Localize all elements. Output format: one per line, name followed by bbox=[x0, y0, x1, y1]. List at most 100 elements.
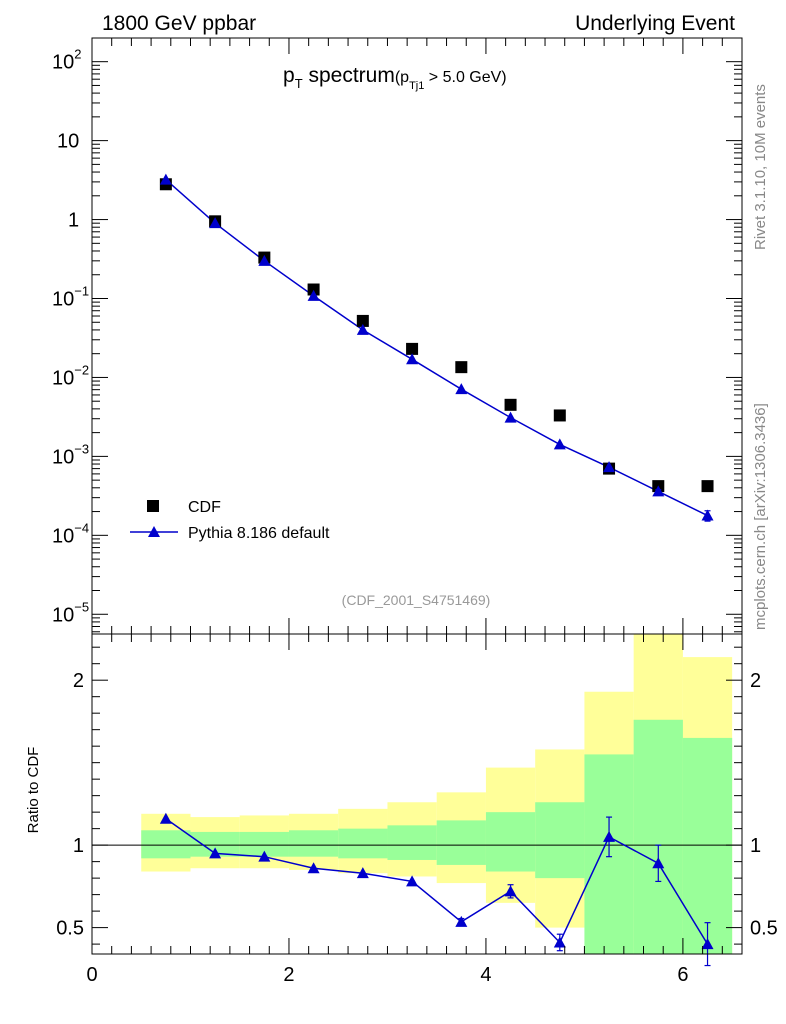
main-ytick-label: 10−2 bbox=[52, 362, 89, 389]
title-sub: T bbox=[295, 76, 303, 91]
band-inner-bin bbox=[633, 719, 683, 954]
mc-series-line bbox=[165, 179, 708, 517]
main-ytick-base: 10 bbox=[52, 604, 74, 626]
ratio-point bbox=[406, 875, 419, 887]
ratio-point bbox=[455, 915, 468, 927]
band-inner-bin bbox=[141, 830, 191, 859]
mc-point bbox=[307, 289, 320, 301]
legend-mc-label: Pythia 8.186 default bbox=[188, 525, 330, 542]
ratio-point bbox=[209, 847, 222, 859]
main-ytick-base: 10 bbox=[52, 446, 74, 468]
ratio-ytick-label-left: 1 bbox=[73, 835, 84, 857]
band-inner-bin bbox=[338, 828, 388, 859]
main-ytick-base: 1 bbox=[68, 210, 79, 232]
data-point bbox=[455, 361, 468, 374]
data-point bbox=[701, 480, 714, 493]
main-title: pT spectrum(pTj1 > 5.0 GeV) bbox=[283, 64, 507, 92]
band-inner-bin bbox=[485, 812, 536, 872]
ratio-series-line bbox=[165, 818, 709, 945]
data-point bbox=[504, 398, 517, 411]
ratio-ytick-label-right: 2 bbox=[750, 670, 761, 692]
mc-line bbox=[165, 179, 708, 517]
main-ytick-exp: −2 bbox=[74, 362, 89, 377]
mc-point bbox=[258, 254, 271, 266]
legend-data-label: CDF bbox=[188, 499, 221, 516]
main-ytick-exp: −1 bbox=[74, 284, 89, 299]
data-point bbox=[406, 342, 419, 355]
ratio-xtick-label: 2 bbox=[283, 964, 294, 986]
mc-point bbox=[701, 509, 714, 521]
main-ytick-label: 10−1 bbox=[52, 284, 89, 311]
header-left: 1800 GeV ppbar bbox=[102, 12, 256, 35]
band-inner-bin bbox=[682, 737, 733, 954]
main-ytick-exp: −3 bbox=[74, 441, 89, 456]
mc-point bbox=[209, 217, 222, 229]
ratio-y-axis: 0.5 0.5 1 1 2 2 bbox=[56, 646, 778, 945]
ratio-ytick-label-right: 1 bbox=[750, 835, 761, 857]
main-ytick-exp: 2 bbox=[74, 47, 81, 62]
mcplots-label: mcplots.cern.ch [arXiv:1306.3436] bbox=[752, 403, 769, 630]
ratio-line bbox=[165, 818, 709, 945]
analysis-tag: (CDF_2001_S4751469) bbox=[342, 592, 491, 608]
mc-point bbox=[603, 461, 616, 473]
ratio-series-points bbox=[159, 812, 714, 967]
main-x-axis bbox=[91, 38, 743, 634]
main-ytick-label: 102 bbox=[52, 47, 81, 74]
data-point bbox=[553, 409, 566, 422]
legend: CDF Pythia 8.186 default bbox=[130, 499, 330, 542]
legend-mc-marker bbox=[148, 526, 160, 537]
title-cut-rest: > 5.0 GeV) bbox=[424, 69, 506, 86]
main-ytick-label: 10 bbox=[57, 131, 79, 153]
ratio-point bbox=[356, 867, 369, 879]
ratio-frame bbox=[91, 633, 743, 955]
ratio-ytick-label-left: 0.5 bbox=[56, 918, 84, 940]
ratio-point bbox=[159, 812, 172, 824]
main-ytick-base: 10 bbox=[52, 289, 74, 311]
mc-series-points bbox=[159, 173, 714, 522]
header-right: Underlying Event bbox=[575, 12, 735, 35]
mc-point bbox=[455, 383, 468, 395]
ratio-x-axis: 0 2 4 6 bbox=[86, 634, 743, 986]
ratio-xtick-label: 6 bbox=[677, 964, 688, 986]
main-ytick-base: 10 bbox=[52, 367, 74, 389]
main-ytick-label: 1 bbox=[68, 210, 79, 232]
ratio-point bbox=[553, 936, 566, 948]
ratio-band-inner bbox=[141, 719, 733, 954]
ratio-xtick-label: 4 bbox=[480, 964, 491, 986]
title-cut-open: (p bbox=[395, 69, 409, 86]
data-point bbox=[356, 314, 369, 327]
data-series-points bbox=[159, 178, 714, 493]
title-cut-sub: Tj1 bbox=[409, 80, 424, 92]
ratio-point bbox=[258, 850, 271, 862]
legend-data-marker bbox=[147, 500, 159, 512]
ratio-point bbox=[603, 830, 616, 842]
band-inner-bin bbox=[387, 825, 437, 860]
ratio-ytick-label-left: 2 bbox=[73, 670, 84, 692]
ratio-point bbox=[307, 862, 320, 874]
band-inner-bin bbox=[436, 820, 486, 865]
title-rest: spectrum bbox=[303, 64, 395, 87]
main-ytick-exp: −5 bbox=[74, 599, 89, 614]
band-inner-bin bbox=[288, 830, 339, 857]
main-ytick-base: 10 bbox=[52, 52, 74, 74]
main-ytick-label: 10−3 bbox=[52, 441, 89, 468]
ratio-point bbox=[652, 857, 665, 869]
mc-point bbox=[553, 438, 566, 450]
main-ytick-label: 10−5 bbox=[52, 599, 89, 626]
ratio-panel: 0.5 0.5 1 1 2 2 0 2 4 6 Ratio to CDF bbox=[25, 633, 778, 986]
ratio-ylabel: Ratio to CDF bbox=[25, 747, 42, 834]
main-ytick-exp: −4 bbox=[74, 520, 89, 535]
data-point bbox=[307, 283, 320, 296]
main-ytick-base: 10 bbox=[52, 525, 74, 547]
ratio-point bbox=[504, 885, 517, 897]
main-ytick-base: 10 bbox=[57, 131, 79, 153]
mc-point bbox=[159, 173, 172, 185]
ratio-xtick-label: 0 bbox=[86, 964, 97, 986]
mc-point bbox=[406, 353, 419, 365]
ratio-ytick-label-right: 0.5 bbox=[750, 918, 778, 940]
mc-point bbox=[652, 485, 665, 497]
title-p: p bbox=[283, 64, 295, 87]
